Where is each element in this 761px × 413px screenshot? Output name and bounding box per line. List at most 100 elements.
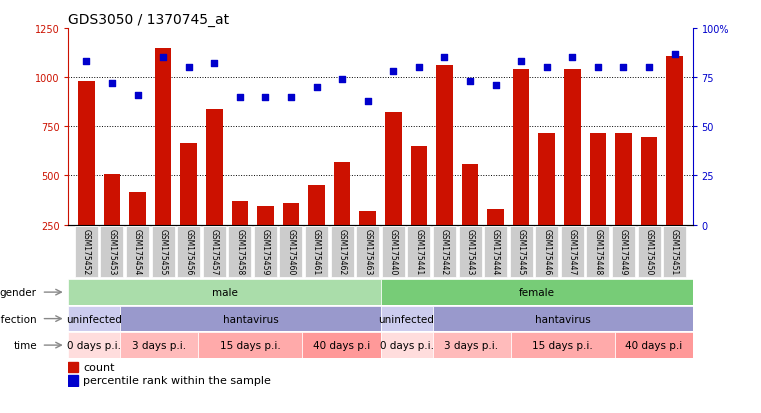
Point	[515, 59, 527, 66]
Point	[668, 51, 680, 58]
Point	[336, 76, 349, 83]
Text: hantavirus: hantavirus	[535, 314, 591, 324]
Text: GSM175457: GSM175457	[210, 229, 218, 275]
FancyBboxPatch shape	[382, 226, 405, 278]
FancyBboxPatch shape	[75, 226, 98, 278]
Bar	[436, 66, 453, 225]
Text: GSM175459: GSM175459	[261, 229, 270, 275]
Text: uninfected: uninfected	[378, 314, 435, 324]
Bar	[199, 332, 303, 358]
Bar	[68, 280, 381, 305]
Bar	[282, 204, 299, 225]
Bar	[385, 112, 402, 225]
Text: GSM175463: GSM175463	[363, 229, 372, 275]
Text: GSM175450: GSM175450	[645, 229, 654, 275]
Text: GSM175462: GSM175462	[338, 229, 347, 275]
Point	[617, 65, 629, 71]
FancyBboxPatch shape	[279, 226, 303, 278]
Bar	[539, 134, 555, 225]
FancyBboxPatch shape	[561, 226, 584, 278]
Point	[183, 65, 195, 71]
Bar	[615, 134, 632, 225]
FancyBboxPatch shape	[356, 226, 379, 278]
Text: female: female	[518, 287, 555, 297]
Point	[643, 65, 655, 71]
Text: 15 days p.i.: 15 days p.i.	[532, 340, 593, 350]
Point	[285, 94, 297, 101]
FancyBboxPatch shape	[305, 226, 328, 278]
Bar	[641, 138, 658, 225]
FancyBboxPatch shape	[433, 226, 456, 278]
Point	[540, 65, 552, 71]
Bar	[513, 70, 530, 225]
Point	[81, 59, 93, 66]
Point	[209, 61, 221, 67]
FancyBboxPatch shape	[330, 226, 354, 278]
Text: GSM175454: GSM175454	[133, 229, 142, 275]
Point	[489, 83, 501, 89]
Bar	[154, 48, 171, 225]
FancyBboxPatch shape	[100, 226, 123, 278]
Bar	[68, 375, 78, 386]
Point	[260, 94, 272, 101]
FancyBboxPatch shape	[663, 226, 686, 278]
Bar	[257, 206, 274, 225]
Text: GSM175446: GSM175446	[543, 229, 551, 275]
Text: GSM175461: GSM175461	[312, 229, 321, 275]
Text: GSM175442: GSM175442	[440, 229, 449, 275]
Bar	[231, 202, 248, 225]
FancyBboxPatch shape	[510, 226, 533, 278]
Text: GSM175449: GSM175449	[619, 229, 628, 275]
Point	[157, 55, 169, 62]
Text: count: count	[83, 362, 114, 372]
Point	[361, 98, 374, 105]
Bar	[129, 193, 146, 225]
Text: GSM175460: GSM175460	[286, 229, 295, 275]
Point	[106, 81, 118, 87]
Bar	[380, 332, 432, 358]
Text: GSM175447: GSM175447	[568, 229, 577, 275]
FancyBboxPatch shape	[254, 226, 277, 278]
Bar	[564, 70, 581, 225]
Text: GSM175441: GSM175441	[414, 229, 423, 275]
Text: GDS3050 / 1370745_at: GDS3050 / 1370745_at	[68, 12, 230, 26]
Bar	[120, 332, 199, 358]
Bar	[462, 164, 479, 225]
Point	[387, 69, 400, 75]
Bar	[68, 332, 120, 358]
Point	[438, 55, 451, 62]
FancyBboxPatch shape	[151, 226, 174, 278]
Bar	[334, 162, 351, 225]
FancyBboxPatch shape	[177, 226, 200, 278]
Text: GSM175440: GSM175440	[389, 229, 398, 275]
Bar	[68, 362, 78, 372]
Bar	[590, 134, 607, 225]
Text: GSM175456: GSM175456	[184, 229, 193, 275]
Bar	[180, 144, 197, 225]
Point	[412, 65, 425, 71]
FancyBboxPatch shape	[126, 226, 149, 278]
FancyBboxPatch shape	[202, 226, 226, 278]
Text: gender: gender	[0, 287, 37, 297]
Bar	[120, 306, 380, 332]
Bar	[614, 332, 693, 358]
Text: GSM175453: GSM175453	[107, 229, 116, 275]
Text: GSM175451: GSM175451	[670, 229, 679, 275]
FancyBboxPatch shape	[612, 226, 635, 278]
Text: 15 days p.i.: 15 days p.i.	[220, 340, 281, 350]
Text: infection: infection	[0, 314, 37, 324]
FancyBboxPatch shape	[587, 226, 610, 278]
FancyBboxPatch shape	[484, 226, 507, 278]
Text: uninfected: uninfected	[66, 314, 123, 324]
Bar	[206, 109, 222, 225]
Bar	[511, 332, 614, 358]
Point	[464, 78, 476, 85]
Text: GSM175444: GSM175444	[491, 229, 500, 275]
Text: 40 days p.i: 40 days p.i	[625, 340, 682, 350]
Text: GSM175445: GSM175445	[517, 229, 526, 275]
Bar	[78, 82, 94, 225]
Bar	[359, 211, 376, 225]
Bar	[380, 306, 432, 332]
Bar	[410, 147, 427, 225]
Point	[310, 84, 323, 91]
